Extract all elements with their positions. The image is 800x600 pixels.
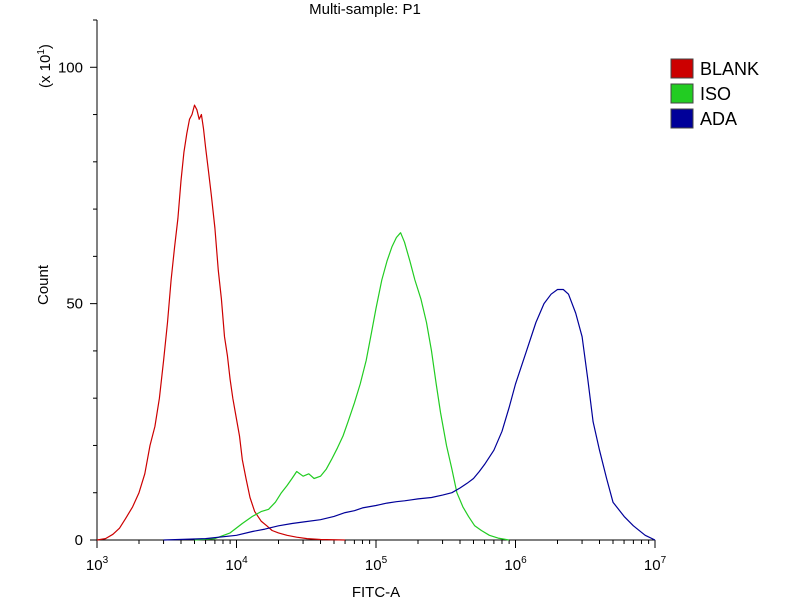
x-axis: 103 104 105 106 107 [86,540,667,574]
legend-label-ada: ADA [700,109,737,129]
x-tick-label: 104 [225,555,248,574]
legend-label-iso: ISO [700,84,731,104]
legend-swatch-blank [670,58,694,79]
y-multiplier-exponent: 1 [36,49,47,55]
y-tick-label: 100 [58,59,83,76]
y-tick-label: 50 [66,296,83,313]
x-tick-label: 103 [86,555,109,574]
x-tick-label: 106 [504,555,527,574]
y-axis-label: Count [35,264,52,305]
series-line-blank [96,104,346,541]
y-tick-label: 0 [75,532,83,549]
legend-swatch-iso [670,83,694,104]
y-multiplier-prefix: (x 10 [37,55,54,88]
legend-label-blank: BLANK [700,59,759,79]
plot-area [96,20,655,541]
chart-title: Multi-sample: P1 [309,1,421,18]
x-tick-label: 107 [644,555,667,574]
x-axis-label: FITC-A [352,584,400,600]
y-axis: 0 50 100 [58,19,97,549]
y-multiplier-suffix: ) [37,44,54,49]
series-line-ada [163,288,656,541]
legend: BLANK ISO ADA [670,58,759,129]
y-axis-multiplier: (x 101) [36,44,54,88]
legend-swatch-ada [670,108,694,129]
series-layer [96,104,656,541]
x-tick-label: 105 [365,555,388,574]
svg-text:(x 101): (x 101) [36,44,54,88]
series-line-iso [194,232,510,541]
